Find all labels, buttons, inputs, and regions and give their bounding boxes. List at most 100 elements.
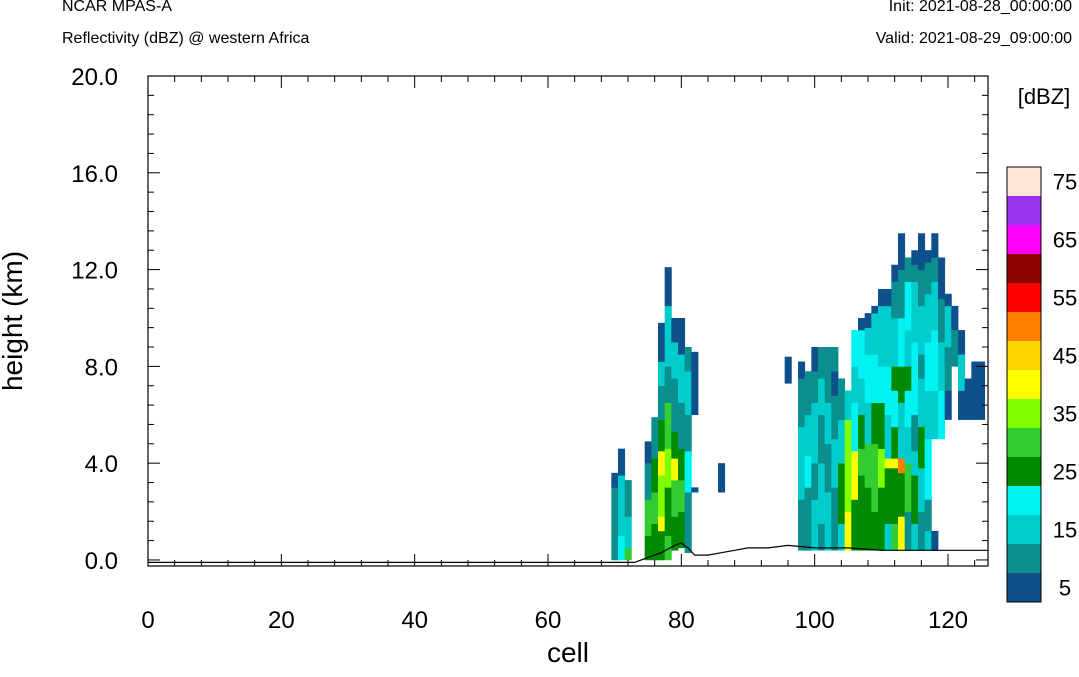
reflectivity-cell [624,480,632,517]
colorbar-swatch [1007,515,1041,544]
x-axis-label: cell [547,637,589,668]
colorbar-frame [1006,166,1042,603]
y-axis-label: height (km) [0,251,28,391]
reflectivity-cell [918,233,926,270]
reflectivity-cell [864,313,872,328]
reflectivity-cell [958,354,966,391]
reflectivity-cell [918,426,926,469]
reflectivity-cell [884,305,892,367]
reflectivity-cell [911,281,919,343]
reflectivity-cell [924,293,932,343]
reflectivity-cell [684,451,692,493]
reflectivity-cell [871,511,879,551]
reflectivity-cell [658,322,666,362]
reflectivity-cell [918,468,926,512]
colorbar-swatch [1007,196,1041,225]
reflectivity-cell [831,395,839,440]
colorbar-tick-label: 5 [1059,576,1071,601]
reflectivity-cell [671,431,679,459]
reflectivity-cell [851,330,859,367]
reflectivity-cell [811,371,819,403]
colorbar: 5 15 25 35 45 55 65 75 [1006,166,1077,603]
reflectivity-cell [831,371,839,396]
reflectivity-cell [644,499,652,537]
colorbar-swatch [1007,167,1041,196]
reflectivity-cell [878,366,886,403]
reflectivity-cell [624,547,632,561]
reflectivity-cell [891,317,899,367]
reflectivity-cell [658,361,666,387]
reflectivity-cell [818,523,826,551]
reflectivity-cell [671,342,679,379]
colorbar-tick-label: 65 [1053,228,1077,253]
reflectivity-cell [964,378,972,420]
reflectivity-cell [971,361,979,420]
reflectivity-cell [618,475,626,537]
reflectivity-cell [931,281,939,331]
reflectivity-cell [664,305,672,367]
reflectivity-cell [691,487,699,493]
init-time: Init: 2021-08-28_00:00:00 [888,0,1072,15]
colorbar-swatch [1007,486,1041,515]
reflectivity-cell [651,458,659,493]
reflectivity-cell [911,451,919,476]
reflectivity-cell [951,330,959,367]
y-tick-label: 0.0 [85,548,118,575]
reflectivity-cell [864,443,872,488]
reflectivity-cell [938,298,946,343]
reflectivity-cell [851,499,859,551]
reflectivity-cell [798,426,806,500]
reflectivity-cell [678,448,686,481]
x-tick-label: 80 [668,607,695,634]
valid-time: Valid: 2021-08-29_09:00:00 [875,30,1072,47]
reflectivity-cell [858,330,866,379]
reflectivity-cell [864,402,872,445]
model-title: NCAR MPAS-A [62,0,172,15]
reflectivity-cell [824,402,832,445]
reflectivity-cell [898,366,906,403]
reflectivity-cell [904,330,912,367]
reflectivity-cell [891,366,899,391]
reflectivity-cell [904,511,912,551]
reflectivity-cell [651,492,659,524]
reflectivity-cell [944,347,952,391]
reflectivity-cell [658,475,666,517]
reflectivity-cell [911,414,919,452]
axes: 0 20 40 60 80 100 120 0.0 4.0 8.0 12.0 16.0 20.0 [71,64,988,634]
colorbar-swatch [1007,457,1041,486]
reflectivity-cell [911,250,919,266]
reflectivity-cell [958,390,966,420]
reflectivity-cell [891,390,899,428]
reflectivity-cell [658,385,666,420]
reflectivity-cell [924,438,932,500]
reflectivity-cell [891,468,899,524]
reflectivity-cell [871,402,879,445]
colorbar-tick-label: 35 [1053,402,1077,427]
reflectivity-cell [804,455,812,488]
reflectivity-cell [664,487,672,537]
reflectivity-cell [671,458,679,481]
reflectivity-cell [884,468,892,524]
reflectivity-cell [664,267,672,307]
reflectivity-cell [664,535,672,561]
colorbar-swatch [1007,283,1041,312]
reflectivity-cell [891,523,899,551]
reflectivity-cell [924,530,932,551]
reflectivity-cell [958,330,966,355]
reflectivity-cell [898,516,906,551]
reflectivity-cell [931,257,939,282]
reflectivity-cell [951,305,959,331]
reflectivity-cell [898,472,906,517]
reflectivity-cell [864,487,872,551]
colorbar-swatch [1007,573,1041,602]
reflectivity-cell [798,499,806,551]
reflectivity-cell [938,257,946,299]
reflectivity-cell [924,499,932,532]
reflectivity-cell [811,347,819,372]
x-tick-label: 100 [795,607,835,634]
reflectivity-cell [878,487,886,551]
colorbar-swatch [1007,544,1041,573]
reflectivity-cell [838,523,846,551]
reflectivity-cell [678,480,686,512]
reflectivity-cell [658,419,666,452]
